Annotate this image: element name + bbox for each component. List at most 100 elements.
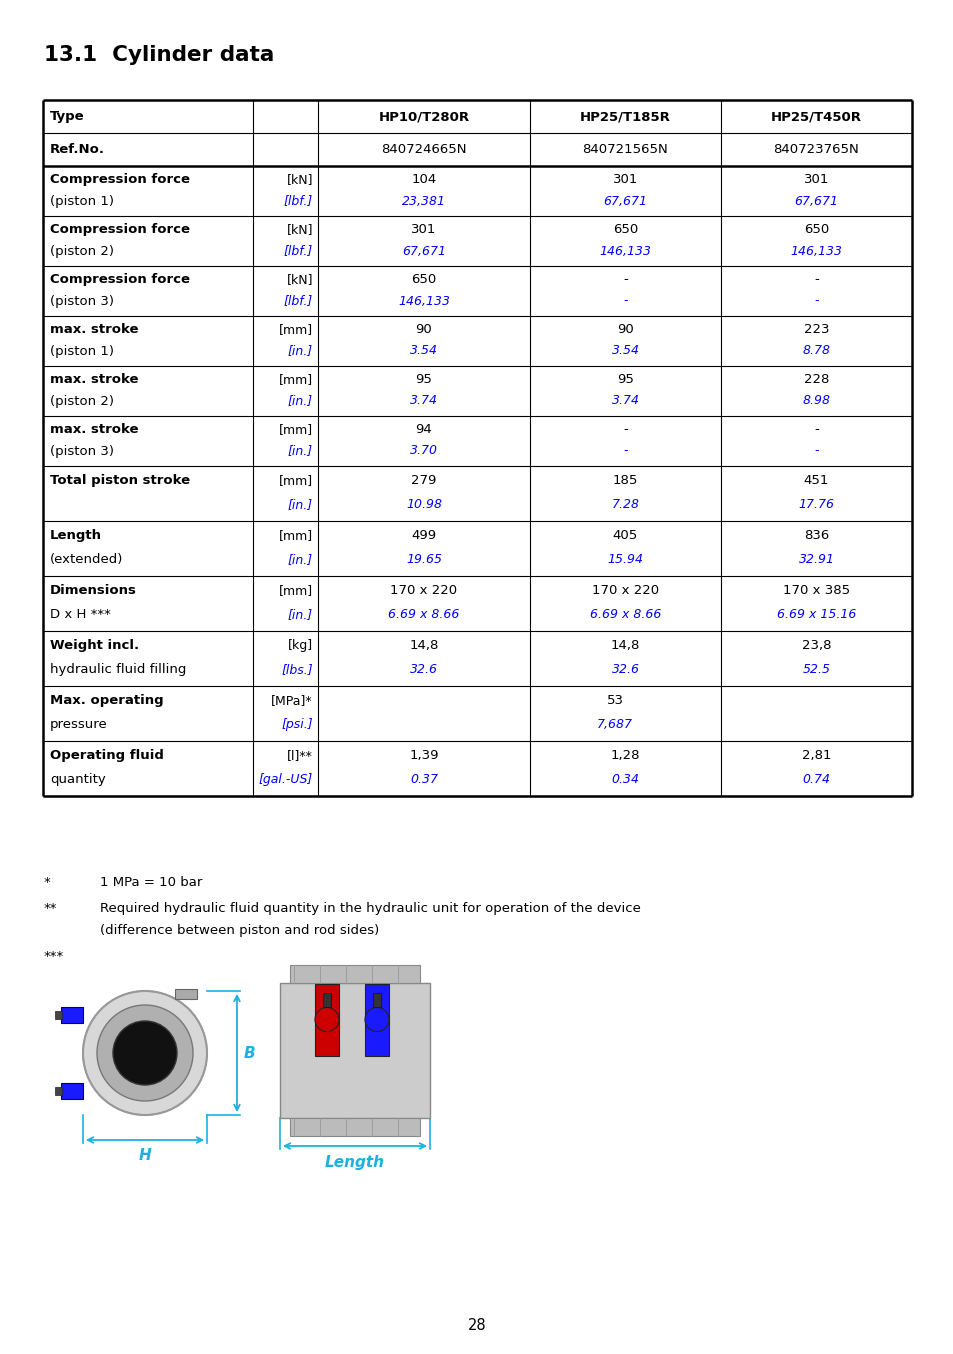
Text: 53: 53 <box>606 695 623 707</box>
Bar <box>314 983 338 1056</box>
Text: 90: 90 <box>416 324 432 336</box>
Text: 67,671: 67,671 <box>401 245 446 257</box>
Text: 3.54: 3.54 <box>611 344 639 357</box>
Circle shape <box>97 1005 193 1101</box>
Text: [psi.]: [psi.] <box>281 718 313 731</box>
Text: 8.98: 8.98 <box>801 394 830 408</box>
Text: 3.74: 3.74 <box>410 394 437 408</box>
Text: 32.6: 32.6 <box>611 663 639 676</box>
Text: (piston 2): (piston 2) <box>50 245 113 257</box>
Bar <box>61 1007 83 1024</box>
Text: Dimensions: Dimensions <box>50 585 136 597</box>
Text: HP10/T280R: HP10/T280R <box>378 110 469 123</box>
Text: 499: 499 <box>411 529 436 543</box>
Text: [in.]: [in.] <box>288 608 313 621</box>
Text: Length: Length <box>50 529 102 543</box>
Text: Compression force: Compression force <box>50 274 190 286</box>
Bar <box>55 1087 62 1095</box>
Text: pressure: pressure <box>50 718 108 731</box>
Text: [lbf.]: [lbf.] <box>283 245 313 257</box>
Text: 170 x 385: 170 x 385 <box>782 585 849 597</box>
Text: 170 x 220: 170 x 220 <box>390 585 457 597</box>
Text: 32.91: 32.91 <box>798 552 834 566</box>
Text: -: - <box>814 295 818 307</box>
Text: -: - <box>622 422 627 436</box>
Text: [mm]: [mm] <box>278 585 313 597</box>
Text: max. stroke: max. stroke <box>50 372 138 386</box>
Text: 0.37: 0.37 <box>410 773 437 787</box>
Text: -: - <box>814 444 818 458</box>
Text: [mm]: [mm] <box>278 422 313 436</box>
Text: [mm]: [mm] <box>278 474 313 487</box>
Text: [kN]: [kN] <box>286 274 313 286</box>
Text: 228: 228 <box>803 372 828 386</box>
Text: 1 MPa = 10 bar: 1 MPa = 10 bar <box>100 876 202 890</box>
Circle shape <box>112 1021 177 1085</box>
Bar <box>55 1011 62 1020</box>
Text: -: - <box>622 444 627 458</box>
Text: 15.94: 15.94 <box>607 552 643 566</box>
Text: 7,687: 7,687 <box>597 718 633 731</box>
Text: 90: 90 <box>617 324 633 336</box>
Text: 301: 301 <box>803 173 828 185</box>
Text: 301: 301 <box>612 173 638 185</box>
Text: HP25/T185R: HP25/T185R <box>579 110 670 123</box>
Text: 8.78: 8.78 <box>801 344 830 357</box>
Text: 95: 95 <box>617 372 634 386</box>
Text: [in.]: [in.] <box>288 344 313 357</box>
Text: 52.5: 52.5 <box>801 663 830 676</box>
Text: max. stroke: max. stroke <box>50 324 138 336</box>
Text: 14,8: 14,8 <box>610 639 639 653</box>
Bar <box>290 1118 419 1136</box>
Text: 451: 451 <box>803 474 828 487</box>
Text: 67,671: 67,671 <box>603 195 647 207</box>
Bar <box>61 1083 83 1099</box>
Bar <box>280 983 430 1118</box>
Text: 3.54: 3.54 <box>410 344 437 357</box>
Text: 17.76: 17.76 <box>798 498 834 510</box>
Bar <box>365 983 389 1056</box>
Text: [kN]: [kN] <box>286 223 313 236</box>
Text: 650: 650 <box>803 223 828 236</box>
Text: 10.98: 10.98 <box>406 498 441 510</box>
Text: Ref.No.: Ref.No. <box>50 144 105 156</box>
Bar <box>323 992 331 1006</box>
Text: 23,8: 23,8 <box>801 639 830 653</box>
Text: -: - <box>813 274 818 286</box>
Text: (piston 3): (piston 3) <box>50 295 113 307</box>
Text: [l]**: [l]** <box>287 749 313 762</box>
Text: 0.74: 0.74 <box>801 773 830 787</box>
Text: 650: 650 <box>612 223 638 236</box>
Text: 6.69 x 8.66: 6.69 x 8.66 <box>388 608 459 621</box>
Text: 223: 223 <box>803 324 828 336</box>
Text: Length: Length <box>325 1155 385 1170</box>
Text: 19.65: 19.65 <box>406 552 441 566</box>
Text: (difference between piston and rod sides): (difference between piston and rod sides… <box>100 923 379 937</box>
Text: [in.]: [in.] <box>288 552 313 566</box>
Bar <box>373 992 380 1006</box>
Text: Compression force: Compression force <box>50 173 190 185</box>
Text: 2,81: 2,81 <box>801 749 830 762</box>
Text: 104: 104 <box>411 173 436 185</box>
Text: H: H <box>138 1148 152 1163</box>
Text: (piston 2): (piston 2) <box>50 394 113 408</box>
Text: Operating fluid: Operating fluid <box>50 749 164 762</box>
Text: 0.34: 0.34 <box>611 773 639 787</box>
Text: 840724665N: 840724665N <box>381 144 466 156</box>
Text: 185: 185 <box>612 474 638 487</box>
Text: 836: 836 <box>803 529 828 543</box>
Text: 6.69 x 15.16: 6.69 x 15.16 <box>776 608 855 621</box>
Text: (piston 1): (piston 1) <box>50 195 113 207</box>
Text: 67,671: 67,671 <box>794 195 838 207</box>
Text: [in.]: [in.] <box>288 444 313 458</box>
Text: D x H ***: D x H *** <box>50 608 111 621</box>
Text: [in.]: [in.] <box>288 394 313 408</box>
Text: 279: 279 <box>411 474 436 487</box>
Text: (piston 3): (piston 3) <box>50 444 113 458</box>
Text: 1,39: 1,39 <box>409 749 438 762</box>
Text: [lbf.]: [lbf.] <box>283 195 313 207</box>
Text: (extended): (extended) <box>50 552 123 566</box>
Text: 146,133: 146,133 <box>397 295 450 307</box>
Text: [MPa]*: [MPa]* <box>271 695 313 707</box>
Circle shape <box>83 991 207 1114</box>
